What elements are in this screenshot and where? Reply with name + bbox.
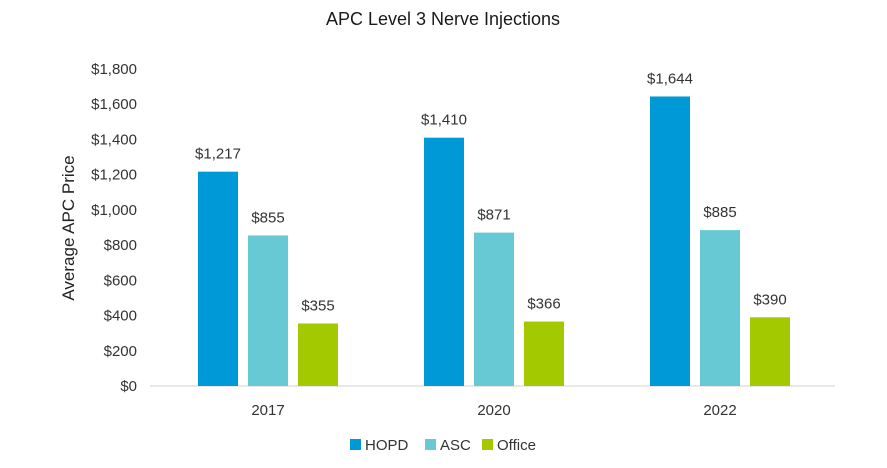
y-tick-label: $1,600 — [91, 96, 137, 113]
bar-hopd-2022 — [650, 96, 690, 387]
bar-asc-2020 — [474, 232, 514, 386]
bar-office-2017 — [298, 323, 338, 386]
chart-title: APC Level 3 Nerve Injections — [326, 9, 560, 29]
bar-hopd-2017 — [198, 171, 238, 386]
x-tick-label: 2020 — [477, 402, 510, 419]
y-tick-label: $1,200 — [91, 167, 137, 184]
y-tick-label: $800 — [104, 237, 137, 254]
legend-swatch-asc — [425, 439, 436, 450]
x-tick-label: 2022 — [703, 402, 736, 419]
bar-asc-2017 — [248, 235, 288, 386]
y-tick-label: $0 — [120, 378, 137, 395]
y-axis-label: Average APC Price — [59, 155, 78, 300]
y-tick-label: $1,400 — [91, 131, 137, 148]
y-axis-ticks: $0 $200 $400 $600 $800 $1,000 $1,200 $1,400 $1,6… — [91, 61, 137, 395]
y-tick-label: $400 — [104, 308, 137, 325]
data-label: $366 — [527, 296, 560, 313]
data-label: $871 — [477, 207, 510, 224]
y-tick-label: $200 — [104, 343, 137, 360]
data-label: $390 — [753, 291, 786, 308]
x-axis-ticks: 2017 2020 2022 — [251, 402, 736, 419]
data-label: $355 — [301, 297, 334, 314]
y-tick-label: $1,000 — [91, 202, 137, 219]
legend-label-office: Office — [497, 437, 536, 454]
bars — [198, 96, 790, 387]
bar-office-2022 — [750, 317, 790, 386]
y-tick-label: $1,800 — [91, 61, 137, 78]
legend-label-asc: ASC — [440, 437, 471, 454]
legend-swatch-office — [482, 439, 493, 450]
bar-office-2020 — [524, 321, 564, 386]
x-tick-label: 2017 — [251, 402, 284, 419]
y-tick-label: $600 — [104, 272, 137, 289]
legend: HOPD ASC Office — [350, 437, 536, 454]
data-labels: $1,217 $855 $355 $1,410 $871 $366 $1,644 $885 $3… — [195, 70, 787, 314]
legend-swatch-hopd — [350, 439, 361, 450]
data-label: $855 — [251, 209, 284, 226]
bar-hopd-2020 — [424, 137, 464, 386]
data-label: $1,644 — [647, 70, 693, 87]
bar-asc-2022 — [700, 230, 740, 386]
legend-label-hopd: HOPD — [365, 437, 409, 454]
data-label: $1,410 — [421, 112, 467, 129]
data-label: $1,217 — [195, 146, 241, 163]
data-label: $885 — [703, 204, 736, 221]
